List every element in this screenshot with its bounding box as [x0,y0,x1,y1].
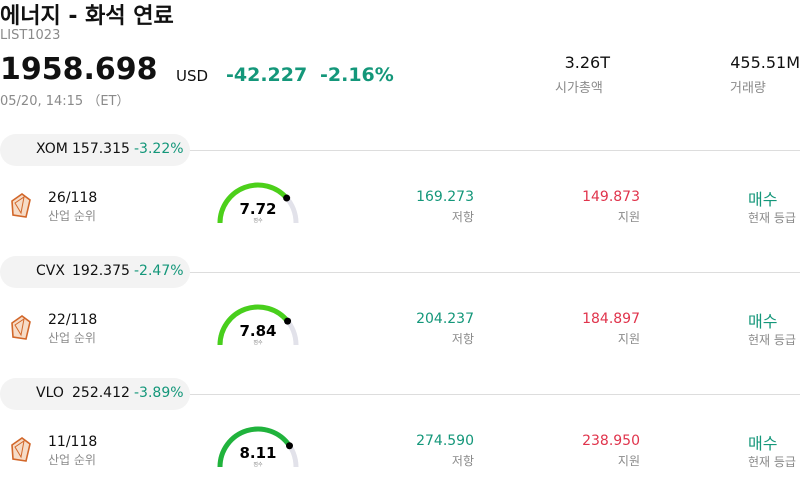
market-cap: 3.26T [564,53,610,72]
support-label: 지원 [617,210,640,224]
stock-change: -2.47% [134,263,184,279]
rank-icon [11,193,31,218]
resistance: 169.273 [416,189,474,205]
code: LIST1023 [0,28,61,43]
rank-label: 산업 순위 [48,453,96,467]
score: 7.72 [239,200,276,218]
resistance-label: 저항 [451,210,474,224]
resistance-label: 저항 [451,332,474,346]
resistance: 274.590 [416,433,474,449]
support: 184.897 [582,311,640,327]
separator [190,150,800,151]
rank: 26/118 [48,190,98,206]
gauge-arc [217,426,292,468]
rank-icon [11,437,31,462]
ticker[interactable]: VLO [36,385,64,401]
rating: 매수 [748,312,778,331]
market-cap-label: 시가총액 [555,81,603,96]
rating-label: 현재 등급 [748,455,796,469]
title: 에너지 - 화석 연료 [0,4,174,29]
resistance: 204.237 [416,311,474,327]
rank-icon [11,315,31,340]
price: 1958.698 [0,52,158,87]
rating: 매수 [748,190,778,209]
rank-icon [14,317,25,337]
rank-icon [14,439,25,459]
separator [190,272,800,273]
pill[interactable] [0,378,190,410]
pill[interactable] [0,134,190,166]
rank-label: 산업 순위 [48,209,96,223]
stock-price: 252.412 [72,385,130,401]
score: 7.84 [239,322,276,340]
rank: 11/118 [48,434,98,450]
support-label: 지원 [617,454,640,468]
ticker[interactable]: CVX [36,263,65,279]
stock-change: -3.89% [134,385,184,401]
score-label: 점수 [253,461,263,468]
gauge-dot [283,194,291,202]
change-pct: -2.16% [320,64,394,86]
score-label: 점수 [253,217,263,224]
score-label: 점수 [253,339,263,346]
gauge-dot [285,442,293,450]
support: 149.873 [582,189,640,205]
stock-change: -3.22% [134,141,184,157]
rating-label: 현재 등급 [748,333,796,347]
date: 05/20, 14:15 （ET） [0,94,130,109]
support: 238.950 [582,433,640,449]
volume: 455.51M [730,53,800,72]
support-label: 지원 [617,332,640,346]
rating-label: 현재 등급 [748,211,796,225]
resistance-label: 저항 [451,454,474,468]
pill[interactable] [0,256,190,288]
gauge-arc [217,182,289,224]
stock-price: 192.375 [72,263,130,279]
stock-price: 157.315 [72,141,130,157]
score: 8.11 [239,444,276,462]
volume-label: 거래량 [730,81,766,96]
currency: USD [176,67,209,85]
ticker[interactable]: XOM [36,141,68,157]
rating: 매수 [748,434,778,453]
separator [190,394,800,395]
gauge-dot [284,317,292,325]
gauge-arc [217,304,290,346]
change: -42.227 [226,64,308,86]
rank-icon [14,195,25,215]
rank: 22/118 [48,312,98,328]
rank-label: 산업 순위 [48,331,96,345]
